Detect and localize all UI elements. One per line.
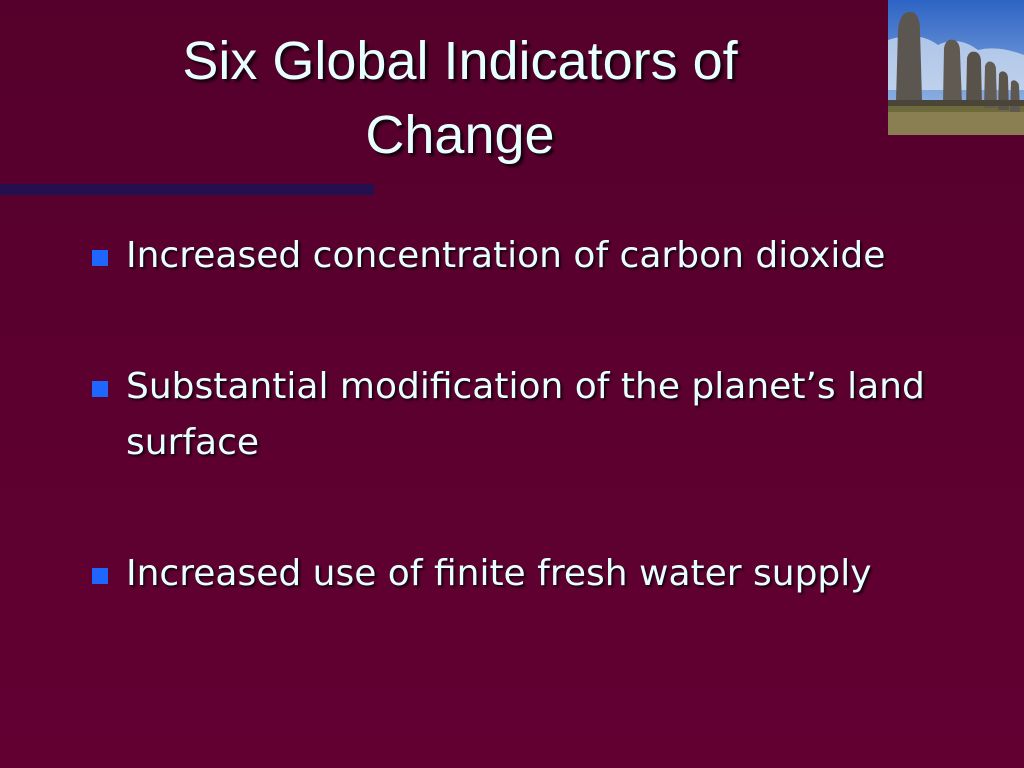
- bullet-marker: [92, 568, 108, 584]
- bullet-text: Increased concentration of carbon dioxid…: [126, 235, 886, 276]
- title-rule: [0, 184, 374, 195]
- bullet-item: Increased concentration of carbon dioxid…: [90, 228, 926, 284]
- bullet-marker: [92, 250, 108, 266]
- bullet-item: Increased use of finite fresh water supp…: [90, 546, 926, 602]
- slide-title: Six Global Indicators of Change: [182, 31, 738, 165]
- bullet-text: Increased use of finite fresh water supp…: [126, 553, 872, 594]
- bullet-text: Substantial modification of the planet’s…: [126, 366, 925, 463]
- bullet-list: Increased concentration of carbon dioxid…: [90, 228, 926, 677]
- photo: [888, 0, 1024, 135]
- bullet-marker: [92, 381, 108, 397]
- bullet-item: Substantial modification of the planet’s…: [90, 359, 926, 471]
